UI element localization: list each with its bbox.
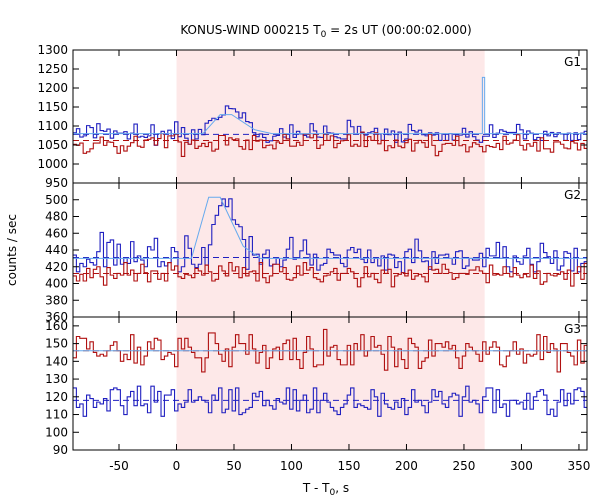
x-tick-label: 100 bbox=[280, 459, 303, 473]
series-low_band-g2 bbox=[73, 262, 587, 288]
panel-label: G1 bbox=[564, 55, 581, 69]
series-low_band-g1 bbox=[73, 131, 587, 157]
series-high_band-g3 bbox=[73, 385, 587, 417]
panel-frame bbox=[72, 316, 588, 451]
y-tick-label: 1250 bbox=[37, 62, 68, 76]
y-tick-label: 420 bbox=[45, 260, 68, 274]
y-axis-label: counts / sec bbox=[5, 214, 19, 286]
y-tick-label: 440 bbox=[45, 243, 68, 257]
y-tick-label: 1050 bbox=[37, 138, 68, 152]
y-tick-label: 1100 bbox=[37, 119, 68, 133]
y-tick-label: 950 bbox=[45, 176, 68, 190]
panel-label: G2 bbox=[564, 188, 581, 202]
fit-line-g2 bbox=[73, 196, 587, 259]
y-tick-label: 1150 bbox=[37, 100, 68, 114]
y-tick-label: 110 bbox=[45, 408, 68, 422]
fit-line-g1 bbox=[73, 76, 587, 135]
x-tick-label: 0 bbox=[173, 459, 181, 473]
x-axis-label: T - T0, s bbox=[302, 481, 349, 498]
y-tick-label: 130 bbox=[45, 372, 68, 386]
y-tick-label: 400 bbox=[45, 277, 68, 291]
y-tick-label: 150 bbox=[45, 337, 68, 351]
y-tick-label: 1300 bbox=[37, 43, 68, 57]
x-tick-label: 200 bbox=[395, 459, 418, 473]
panels-layer: 9501000105011001150120012501300G13603804… bbox=[37, 43, 590, 473]
panel-g3: 90 100 110 120 130 140 150 160 G3 bbox=[45, 316, 588, 457]
y-tick-label: 500 bbox=[45, 193, 68, 207]
series-low_band-g3 bbox=[73, 328, 587, 373]
y-tick-label: 120 bbox=[45, 390, 68, 404]
panel-g2: 360 380 400 420 440 460 480 500 G2 bbox=[45, 182, 588, 324]
y-tick-label: 480 bbox=[45, 210, 68, 224]
panel-label: G3 bbox=[564, 322, 581, 336]
x-tick-label: 50 bbox=[226, 459, 241, 473]
y-tick-label: 1000 bbox=[37, 157, 68, 171]
y-tick-label: 1200 bbox=[37, 81, 68, 95]
y-tick-label: 380 bbox=[45, 293, 68, 307]
x-tick-label: 150 bbox=[338, 459, 361, 473]
y-tick-label: 140 bbox=[45, 354, 68, 368]
y-tick-label: 100 bbox=[45, 425, 68, 439]
y-tick-label: 460 bbox=[45, 226, 68, 240]
x-tick-label: 300 bbox=[510, 459, 533, 473]
y-tick-label: 160 bbox=[45, 319, 68, 333]
x-tick-label: 250 bbox=[453, 459, 476, 473]
burst-interval-band bbox=[176, 50, 485, 183]
y-tick-label: 90 bbox=[53, 443, 68, 457]
panel-g1: 950 1000 1050 1100 1150 1200 1250 1300 G1 bbox=[37, 43, 588, 190]
y-tick-label: 360 bbox=[45, 310, 68, 324]
x-tick-label: 350 bbox=[567, 459, 590, 473]
chart-title: KONUS-WIND 000215 T0 = 2s UT (00:00:02.0… bbox=[180, 23, 471, 40]
burst-interval-band bbox=[176, 317, 485, 450]
series-high_band-g2 bbox=[73, 198, 587, 274]
x-tick-labels: -50 0 50 100 150 200 250 300 350 bbox=[109, 459, 590, 473]
x-tick-label: -50 bbox=[109, 459, 129, 473]
